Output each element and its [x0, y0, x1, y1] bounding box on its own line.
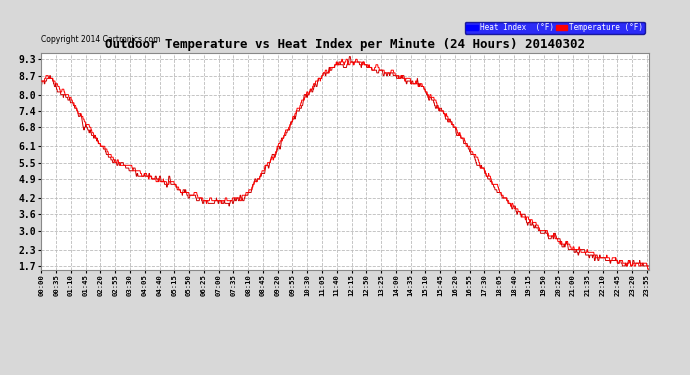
Title: Outdoor Temperature vs Heat Index per Minute (24 Hours) 20140302: Outdoor Temperature vs Heat Index per Mi… — [105, 38, 585, 51]
Text: Copyright 2014 Cartronics.com: Copyright 2014 Cartronics.com — [41, 35, 161, 44]
Legend: Heat Index  (°F), Temperature (°F): Heat Index (°F), Temperature (°F) — [464, 21, 644, 34]
